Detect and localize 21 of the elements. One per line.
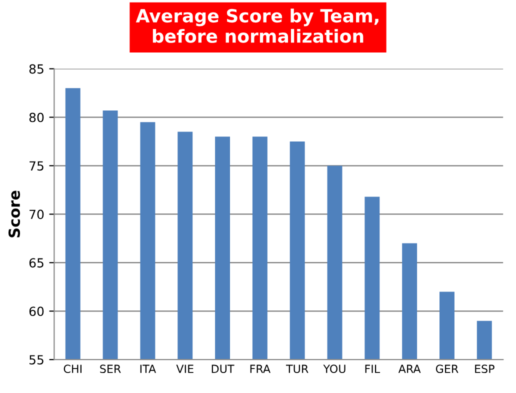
y-tick-label: 85 (29, 64, 44, 74)
x-tick-label: ESP (475, 364, 494, 374)
x-tick-label: YOU (323, 364, 346, 374)
y-tick-label: 70 (30, 210, 44, 220)
x-tick-label: FRA (250, 364, 270, 373)
x-tick-label: DUT (212, 364, 234, 374)
chart-title: Average Score by Team, before normalization (136, 8, 378, 43)
x-tick-label: ARA (398, 364, 421, 373)
y-tick-label: 75 (30, 161, 44, 171)
y-tick-label: 60 (29, 306, 44, 316)
x-tick-label: GER (436, 364, 458, 374)
y-tick-label: 80 (29, 112, 44, 122)
x-tick-label: VIE (176, 364, 194, 373)
x-tick-label: FIL (365, 364, 380, 373)
y-axis-title: Score (8, 190, 20, 238)
y-tick-label: 65 (29, 258, 44, 268)
y-tick-label: 55 (30, 355, 44, 365)
x-tick-label: TUR (286, 364, 308, 374)
x-tick-label: SER (100, 364, 121, 374)
x-tick-label: CHI (64, 364, 82, 374)
x-tick-label: ITA (140, 364, 156, 373)
